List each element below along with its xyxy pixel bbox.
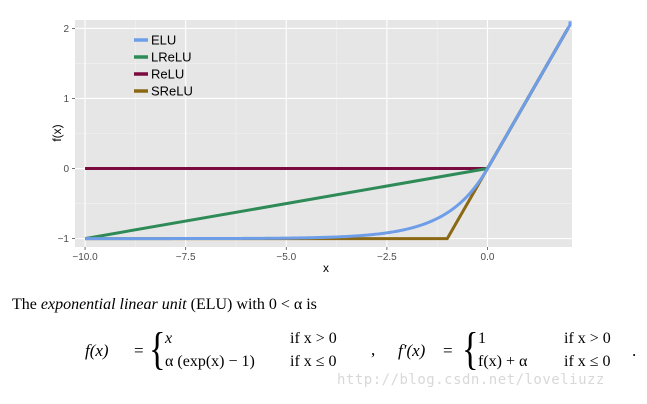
series-line-elu	[85, 21, 572, 241]
legend-label-relu: ReLU	[151, 67, 184, 82]
caption-prefix: The	[12, 296, 41, 313]
formula-f-brace: {	[149, 323, 166, 374]
formula-fprime-case2-cond: if x ≤ 0	[564, 353, 611, 370]
formula-separator: ,	[371, 340, 376, 359]
y-tick-label: 2	[63, 24, 69, 35]
watermark: http://blog.csdn.net/loveliuzz	[337, 372, 605, 388]
legend-label-lrelu: LReLU	[151, 50, 191, 65]
formula-fprime-lhs: f′(x)	[398, 341, 426, 360]
caption: The exponential linear unit (ELU) with 0…	[12, 296, 317, 314]
formula-f: f(x) = { x if x > 0 α (exp(x) − 1) if x …	[85, 326, 355, 380]
formula-fprime-eq: =	[443, 341, 453, 360]
series-lines	[84, 21, 572, 241]
x-tick-label: −10.0	[72, 252, 98, 263]
formula-f-case1-expr: x	[165, 330, 173, 347]
caption-suffix: (ELU) with 0 < α is	[186, 296, 317, 313]
formula-fprime: f′(x) = { 1 if x > 0 f(x) + α if x ≤ 0 .	[398, 326, 643, 380]
axes: −10.0 −7.5 −5.0 −2.5 0.0 −1 0 1 2	[58, 24, 495, 263]
legend: ELU LReLU ReLU SReLU	[134, 33, 193, 99]
elu-chart: −10.0 −7.5 −5.0 −2.5 0.0 −1 0 1 2 x f(x) ELU LReL…	[50, 20, 572, 275]
y-tick-label: −1	[58, 234, 70, 245]
formula-fprime-case2-expr: f(x) + α	[478, 353, 528, 370]
x-tick-label: −2.5	[377, 252, 397, 263]
formula-f-eq: =	[134, 341, 144, 360]
x-axis-title: x	[323, 261, 329, 275]
x-tick-label: 0.0	[481, 252, 495, 263]
formula-f-case2-expr: α (exp(x) − 1)	[165, 353, 255, 370]
legend-label-elu: ELU	[151, 33, 176, 48]
formula-fprime-case1-expr: 1	[478, 330, 486, 347]
y-axis-title: f(x)	[50, 124, 64, 141]
formula-f-lhs: f(x)	[85, 341, 109, 360]
legend-label-srelu: SReLU	[151, 84, 193, 99]
y-tick-label: 0	[63, 164, 69, 175]
formula-fprime-brace: {	[462, 323, 479, 374]
y-tick-label: 1	[63, 94, 69, 105]
caption-emphasis: exponential linear unit	[40, 296, 187, 313]
x-tick-label: −7.5	[176, 252, 196, 263]
x-tick-label: −5.0	[276, 252, 296, 263]
formula-end: .	[632, 341, 637, 360]
formula-f-case2-cond: if x ≤ 0	[290, 353, 337, 370]
formula-fprime-case1-cond: if x > 0	[564, 330, 611, 347]
formula-f-case1-cond: if x > 0	[290, 330, 337, 347]
